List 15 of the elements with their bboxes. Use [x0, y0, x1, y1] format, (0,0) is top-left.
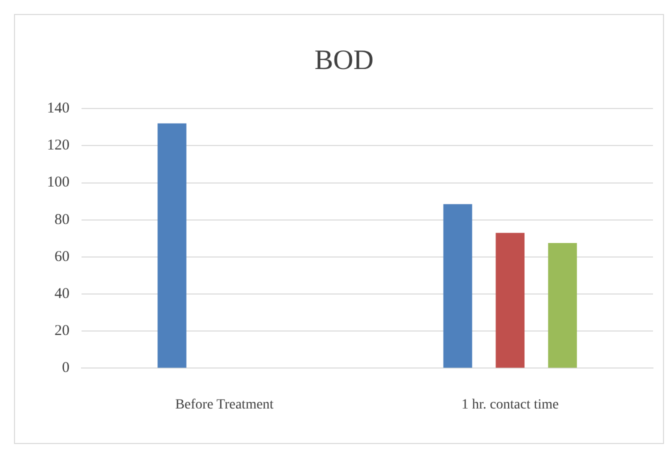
x-tick-label: 1 hr. contact time: [462, 397, 559, 412]
y-tick-label: 20: [54, 323, 70, 340]
bar: [443, 204, 472, 368]
bar: [496, 232, 525, 368]
y-tick-label: 80: [54, 212, 70, 228]
x-tick-label: Before Treatment: [175, 397, 274, 412]
y-tick-label: 100: [47, 174, 70, 191]
bar: [548, 243, 577, 368]
y-tick-label: 60: [54, 248, 70, 265]
y-tick-label: 120: [47, 138, 70, 154]
y-tick-label: 0: [62, 360, 70, 376]
y-tick-label: 140: [47, 100, 70, 117]
y-tick-label: 40: [54, 286, 70, 302]
bar: [158, 123, 186, 368]
chart-title: BOD: [314, 45, 374, 76]
